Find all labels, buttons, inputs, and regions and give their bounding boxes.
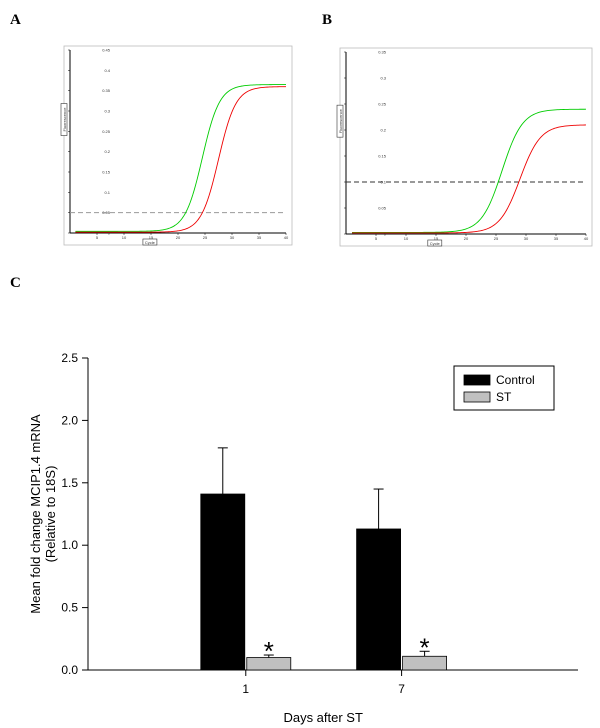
- x-tick-label: 20: [176, 235, 181, 240]
- y-axis-label: Mean fold change MCIP1.4 mRNA (Relative t…: [28, 414, 58, 614]
- x-tick-label: 25: [494, 236, 499, 241]
- x-tick-label: 35: [257, 235, 262, 240]
- x-tick-label: 7: [398, 682, 405, 696]
- panel-letter-b: B: [322, 12, 333, 28]
- y-tick-label: 1.0: [61, 538, 78, 552]
- y-axis-label-line: (Relative to 18S): [43, 466, 58, 563]
- significance-marker: *: [420, 632, 430, 662]
- y-tick-label: 0.25: [378, 102, 387, 107]
- x-tick-label: 30: [524, 236, 529, 241]
- y-tick-label: 0.25: [102, 129, 111, 134]
- legend-label-control: Control: [496, 373, 535, 387]
- y-tick-label: 0.0: [61, 663, 78, 677]
- y-axis-label-box: [336, 104, 344, 138]
- x-tick-label: 20: [464, 236, 469, 241]
- x-axis-label: Cycle: [145, 240, 156, 245]
- amplification-curve-2: [352, 124, 587, 234]
- y-tick-label: 0.4: [104, 68, 110, 73]
- y-tick-label: 0.3: [380, 76, 386, 81]
- y-tick-label: 0.15: [102, 170, 111, 175]
- y-axis-label: Fluorescence: [62, 107, 67, 132]
- amplification-curve-2: [75, 86, 287, 233]
- x-tick-label: 15: [434, 236, 439, 241]
- y-axis-label: Fluorescence: [338, 108, 343, 133]
- plot-frame: [63, 45, 293, 246]
- x-tick-label: 10: [122, 235, 127, 240]
- x-tick-label: 40: [584, 236, 589, 241]
- x-tick-label: 1: [242, 682, 249, 696]
- y-tick-label: 0.35: [102, 88, 111, 93]
- y-tick-label: 0.3: [104, 109, 110, 114]
- y-tick-label: 0.15: [378, 154, 387, 159]
- y-tick-label: 0.05: [378, 206, 387, 211]
- amplification-curve-1: [352, 108, 587, 233]
- y-axis-label-group: Fluorescence: [336, 104, 344, 138]
- x-axis-label-box: [427, 239, 443, 247]
- y-tick-label: 0.1: [104, 190, 110, 195]
- y-axis-label-group: Fluorescence: [60, 103, 68, 136]
- y-tick-label: 2.5: [61, 351, 78, 365]
- x-tick-label: 40: [284, 235, 289, 240]
- y-tick-label: 0.2: [380, 128, 386, 133]
- legend-swatch-control: [463, 374, 491, 386]
- y-tick-label: 0: [108, 231, 111, 236]
- y-tick-label: 0.45: [102, 48, 111, 53]
- x-axis-label-box: [142, 238, 158, 246]
- legend-swatch-st: [463, 391, 491, 403]
- x-axis-label: Cycle: [430, 241, 441, 246]
- panel-letter-a: A: [10, 12, 21, 28]
- amplification-curve-1: [75, 84, 286, 232]
- y-tick-label: 0.1: [380, 180, 386, 185]
- y-tick-label: 0.35: [378, 50, 387, 55]
- x-tick-label: 5: [375, 236, 378, 241]
- x-tick-label: 15: [149, 235, 154, 240]
- y-tick-label: 0.5: [61, 601, 78, 615]
- x-tick-label: 30: [230, 235, 235, 240]
- legend-label-st: ST: [496, 390, 512, 404]
- y-tick-label: 0: [384, 232, 387, 237]
- y-axis-label-box: [60, 103, 68, 136]
- y-tick-label: 0.2: [104, 149, 110, 154]
- y-tick-label: 2.0: [61, 413, 78, 427]
- significance-marker: *: [264, 636, 274, 666]
- bar-control-day-7: [356, 528, 402, 671]
- bar-control-day-1: [200, 493, 246, 671]
- x-tick-label: 5: [96, 235, 99, 240]
- x-axis-label: Days after ST: [283, 710, 363, 725]
- y-axis-label-line: Mean fold change MCIP1.4 mRNA: [28, 414, 43, 614]
- y-tick-label: 1.5: [61, 476, 78, 490]
- panel-letter-c: C: [10, 275, 21, 291]
- plot-frame: [339, 47, 593, 247]
- x-tick-label: 25: [203, 235, 208, 240]
- x-tick-label: 35: [554, 236, 559, 241]
- legend-box: [453, 365, 555, 411]
- x-tick-label: 10: [404, 236, 409, 241]
